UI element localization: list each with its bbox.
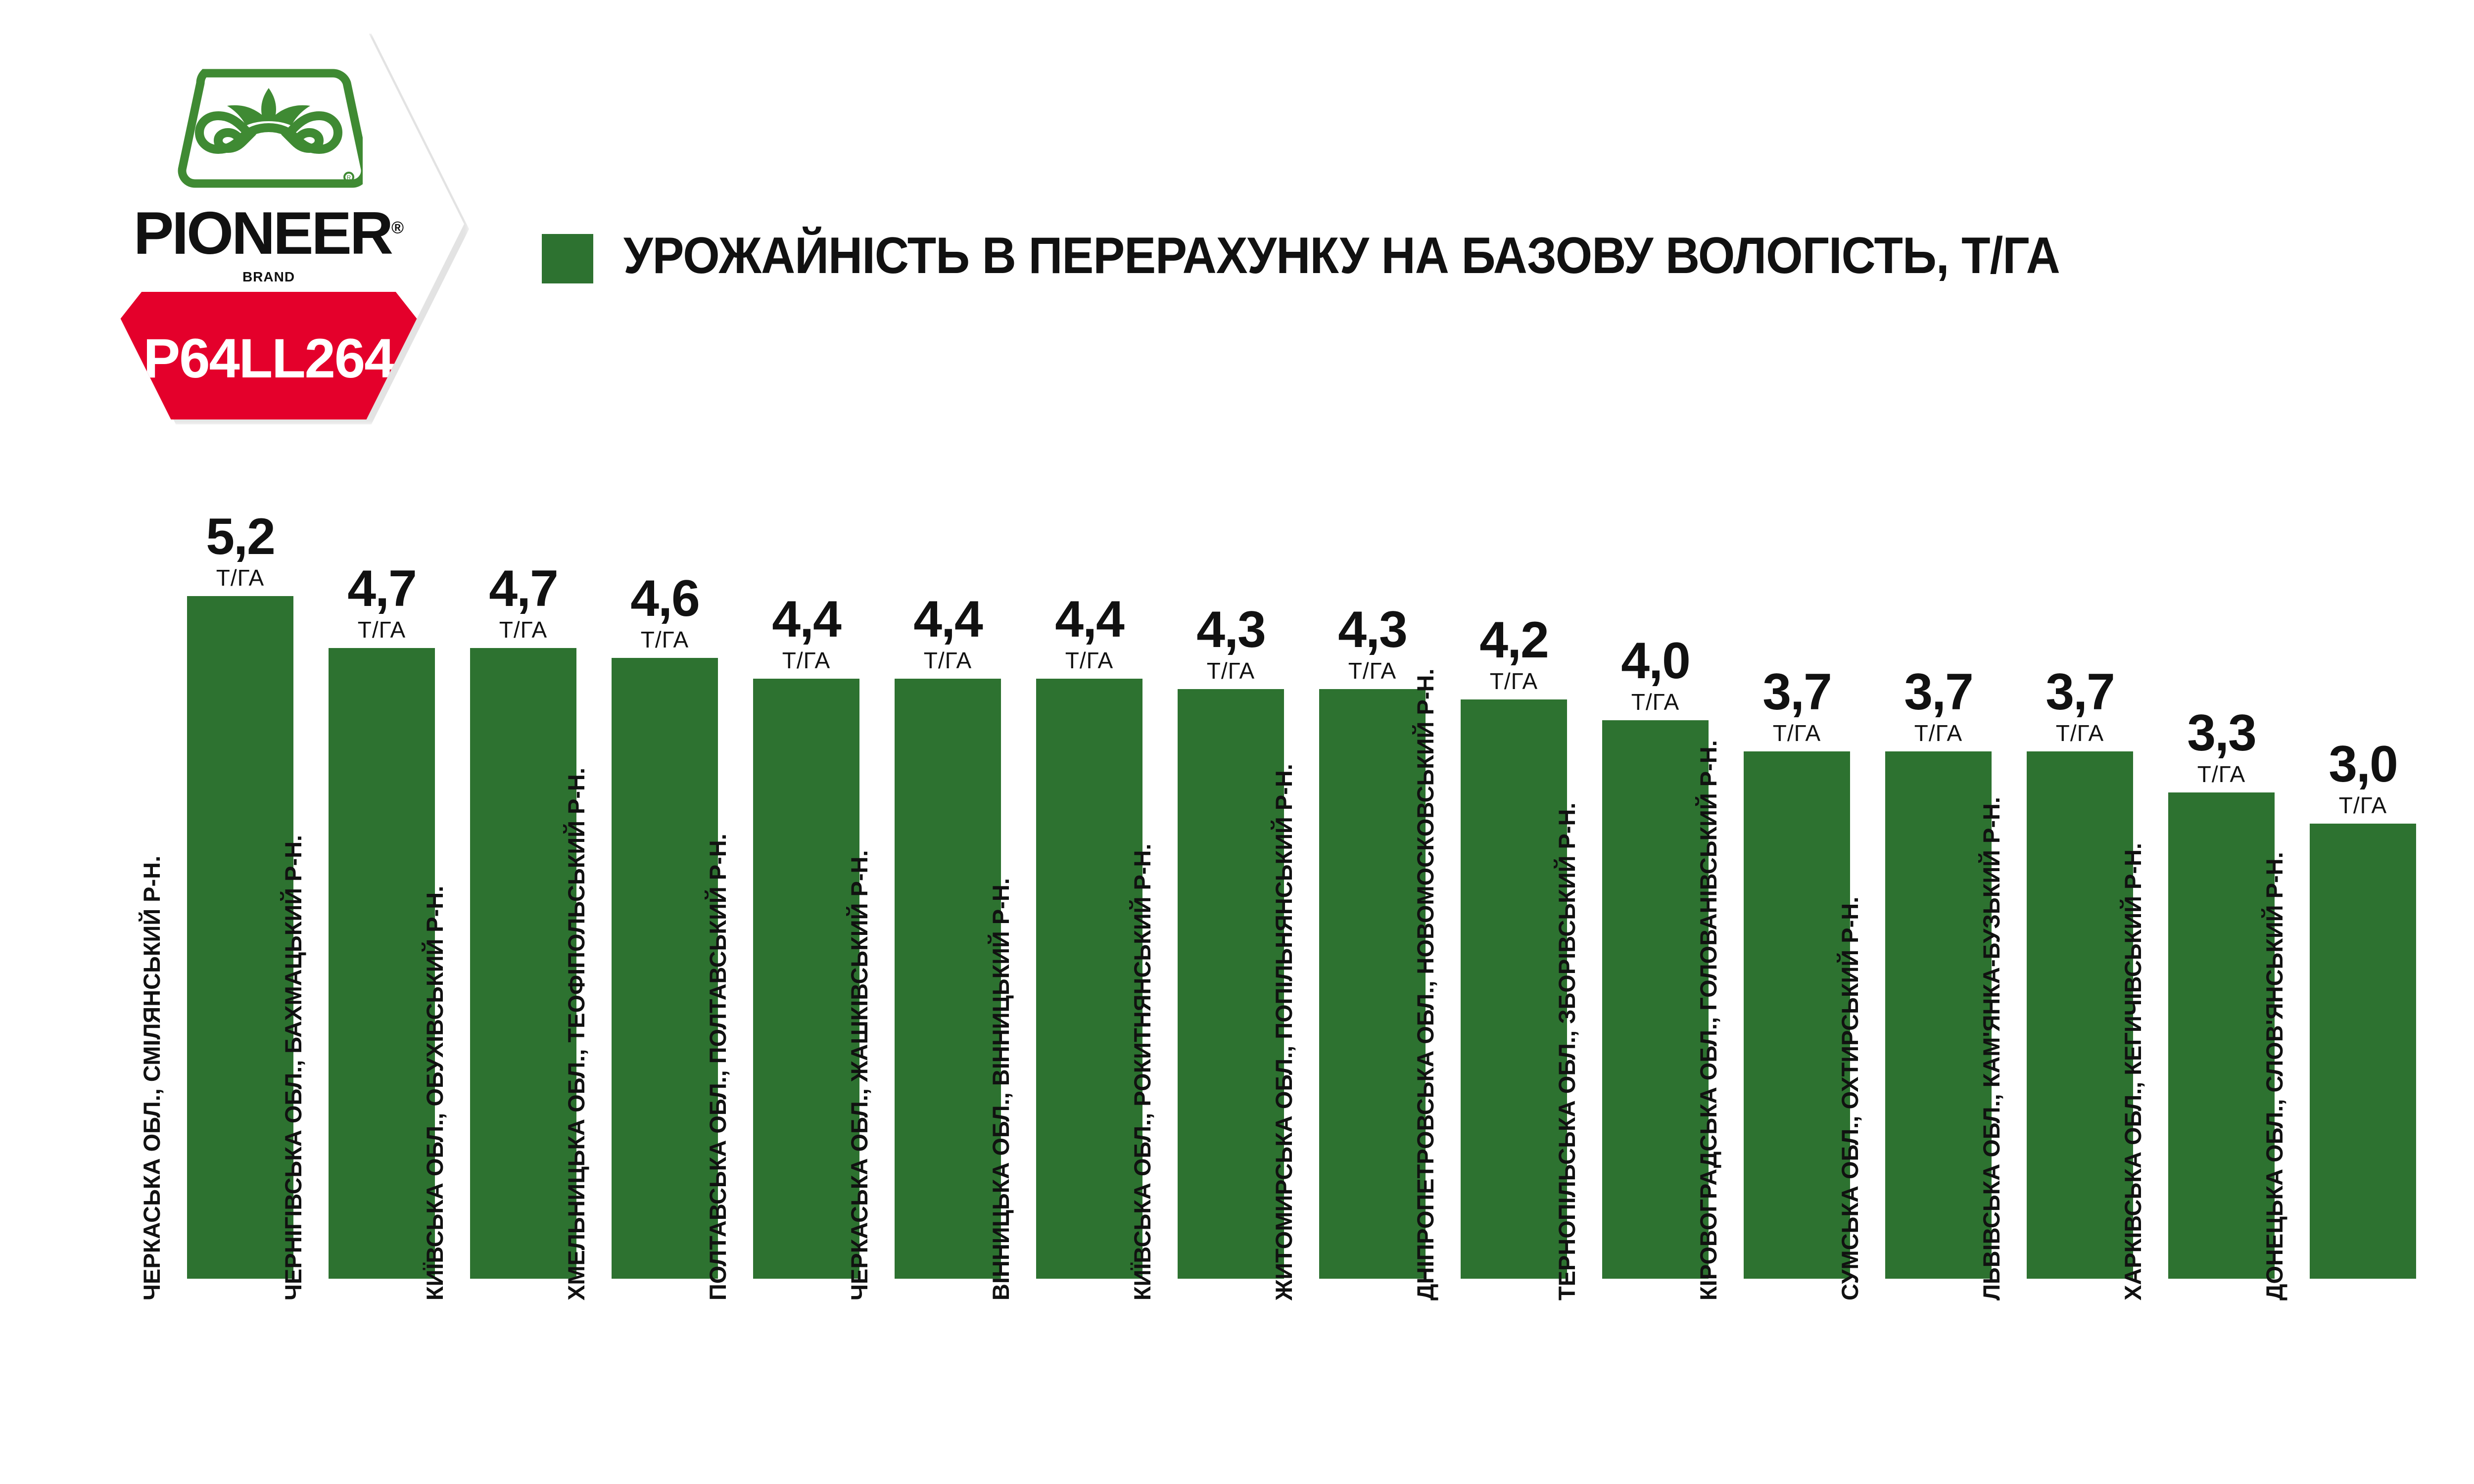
bar-category-label: ПОЛТАВСЬКА ОБЛ., ПОЛТАВСЬКИЙ Р-Н. <box>705 834 731 1300</box>
bar-unit-label: Т/ГА <box>1348 658 1397 684</box>
bar-group[interactable]: 3,7 Т/ГА <box>2027 666 2133 1279</box>
bar-rect[interactable] <box>187 596 293 1279</box>
bar-value-label: 5,2 <box>206 508 276 565</box>
pioneer-logo-badge: R PIONEER® BRAND P64LL264 <box>73 29 474 428</box>
bar-rect[interactable] <box>2027 751 2133 1279</box>
bar-group[interactable]: 4,4 Т/ГА <box>895 594 1001 1279</box>
bar-value-label: 3,0 <box>2329 736 2398 793</box>
bar-group[interactable]: 4,6 Т/ГА <box>612 573 718 1279</box>
bar-value-label: 3,7 <box>2046 663 2115 721</box>
bar-group[interactable]: 4,0 Т/ГА <box>1602 635 1709 1279</box>
bar-value-label: 3,7 <box>1904 663 1974 721</box>
bar-category-label: ЧЕРНІГІВСЬКА ОБЛ., БАХМАЦЬКИЙ Р-Н. <box>280 835 306 1300</box>
bar-rect[interactable] <box>1319 689 1426 1279</box>
bar-rect[interactable] <box>1036 679 1142 1279</box>
legend-color-swatch <box>542 234 593 283</box>
badge-hexagon: R PIONEER® BRAND P64LL264 <box>73 29 464 419</box>
bar-unit-label: Т/ГА <box>782 648 831 674</box>
bar-rect[interactable] <box>1885 751 1992 1279</box>
bar-unit-label: Т/ГА <box>640 627 689 653</box>
bar-value-label: 4,2 <box>1479 611 1549 669</box>
bar-value-label: 4,7 <box>347 559 417 617</box>
bar-unit-label: Т/ГА <box>1206 658 1255 684</box>
bar-unit-label: Т/ГА <box>1489 668 1538 695</box>
pioneer-wordmark-text: PIONEER <box>133 199 393 267</box>
bar-unit-label: Т/ГА <box>1772 720 1821 746</box>
bar-unit-label: Т/ГА <box>1631 689 1680 715</box>
bar-rect[interactable] <box>1602 720 1709 1279</box>
bar-category-label: ДОНЕЦЬКА ОБЛ., СЛОВ'ЯНСЬКИЙ Р-Н. <box>2261 852 2287 1300</box>
bar-group[interactable]: 4,3 Т/ГА <box>1319 604 1426 1279</box>
bar-unit-label: Т/ГА <box>2055 720 2104 746</box>
bar-value-label: 4,4 <box>913 591 983 649</box>
product-code-text: P64LL264 <box>143 327 395 389</box>
bar-category-label: ДНІПРОПЕТРОВСЬКА ОБЛ., НОВОМОСКОВСЬКИЙ Р… <box>1412 668 1438 1300</box>
bar-unit-label: Т/ГА <box>216 565 265 591</box>
bar-group[interactable]: 4,7 Т/ГА <box>470 563 576 1279</box>
bar-group[interactable]: 3,3 Т/ГА <box>2168 707 2275 1279</box>
bar-category-label: ЖИТОМИРСЬКА ОБЛ., ПОПІЛЬНЯНСЬКИЙ Р-Н. <box>1271 764 1297 1300</box>
bar-category-label: ЛЬВІВСЬКА ОБЛ., КАМ'ЯНКА-БУЗЬКИЙ Р-Н. <box>1978 797 2004 1300</box>
bar-rect[interactable] <box>612 658 718 1279</box>
bar-value-label: 4,7 <box>489 559 559 617</box>
bar-value-label: 4,3 <box>1338 601 1408 659</box>
bar-value-label: 4,3 <box>1196 601 1266 659</box>
bar-unit-label: Т/ГА <box>923 648 972 674</box>
bar-category-label: ВІННИЦЬКА ОБЛ., ВІННИЦЬКИЙ Р-Н. <box>988 878 1014 1300</box>
chart-title: УРОЖАЙНІСТЬ В ПЕРЕРАХУНКУ НА БАЗОВУ ВОЛО… <box>623 227 2060 284</box>
bar-rect[interactable] <box>895 679 1001 1279</box>
bar-rect[interactable] <box>1744 751 1850 1279</box>
bar-unit-label: Т/ГА <box>357 616 406 643</box>
bar-category-label: КИЇВСЬКА ОБЛ., ОБУХІВСЬКИЙ Р-Н. <box>422 885 448 1300</box>
bar-value-label: 3,3 <box>2187 704 2257 762</box>
bar-value-label: 4,6 <box>630 570 700 628</box>
pioneer-brand-text: BRAND <box>242 269 295 284</box>
svg-text:R: R <box>347 174 351 181</box>
bar-unit-label: Т/ГА <box>2338 792 2387 818</box>
bar-rect[interactable] <box>2168 792 2275 1279</box>
bar-rect[interactable] <box>1178 689 1284 1279</box>
bar-category-label: ХАРКІВСЬКА ОБЛ., КЕГИЧІВСЬКИЙ Р-Н. <box>2120 843 2146 1300</box>
bar-category-label: КИЇВСЬКА ОБЛ., РОКИТНЯНСЬКИЙ Р-Н. <box>1129 843 1155 1300</box>
bar-group[interactable]: 3,7 Т/ГА <box>1885 666 1992 1279</box>
bar-category-label: ХМЕЛЬНИЦЬКА ОБЛ., ТЕОФІПОЛЬСЬКИЙ Р-Н. <box>563 767 589 1300</box>
bar-value-label: 4,4 <box>1055 591 1125 649</box>
bar-group[interactable]: 4,7 Т/ГА <box>329 563 435 1279</box>
bar-unit-label: Т/ГА <box>1914 720 1963 746</box>
bar-group[interactable]: 3,7 Т/ГА <box>1744 666 1850 1279</box>
bar-rect[interactable] <box>329 648 435 1279</box>
bar-group[interactable]: 4,3 Т/ГА <box>1178 604 1284 1279</box>
bar-category-label: ТЕРНОПІЛЬСЬКА ОБЛ., ЗБОРІВСЬКИЙ Р-Н. <box>1554 802 1580 1300</box>
bar-rect[interactable] <box>470 648 576 1279</box>
bar-group[interactable]: 4,4 Т/ГА <box>753 594 859 1279</box>
bar-value-label: 3,7 <box>1762 663 1832 721</box>
bar-unit-label: Т/ГА <box>2197 761 2246 788</box>
bar-group[interactable]: 3,0 Т/ГА <box>2310 739 2416 1279</box>
bar-category-label: СУМСЬКА ОБЛ., ОХТИРСЬКИЙ Р-Н. <box>1837 896 1863 1300</box>
bar-rect[interactable] <box>753 679 859 1279</box>
bar-group[interactable]: 4,4 Т/ГА <box>1036 594 1142 1279</box>
bar-rect[interactable] <box>2310 824 2416 1279</box>
pioneer-corn-leaf-icon: R <box>175 67 370 193</box>
bar-group[interactable]: 5,2 Т/ГА <box>187 511 293 1279</box>
bar-category-label: КІРОВОГРАДСЬКА ОБЛ., ГОЛОВАНІВСЬКИЙ Р-Н. <box>1695 740 1721 1300</box>
bar-unit-label: Т/ГА <box>499 616 548 643</box>
bar-value-label: 4,4 <box>772 591 842 649</box>
bar-category-label: ЧЕРКАСЬКА ОБЛ., СМІЛЯНСЬКИЙ Р-Н. <box>139 855 165 1300</box>
bar-category-label: ЧЕРКАСЬКА ОБЛ., ЖАШКІВСЬКИЙ Р-Н. <box>846 850 872 1301</box>
bar-group[interactable]: 4,2 Т/ГА <box>1461 614 1567 1279</box>
pioneer-wordmark: PIONEER® <box>73 203 464 263</box>
bar-rect[interactable] <box>1461 699 1567 1279</box>
registered-mark: ® <box>391 218 404 237</box>
bar-unit-label: Т/ГА <box>1065 648 1114 674</box>
bar-value-label: 4,0 <box>1621 632 1691 690</box>
